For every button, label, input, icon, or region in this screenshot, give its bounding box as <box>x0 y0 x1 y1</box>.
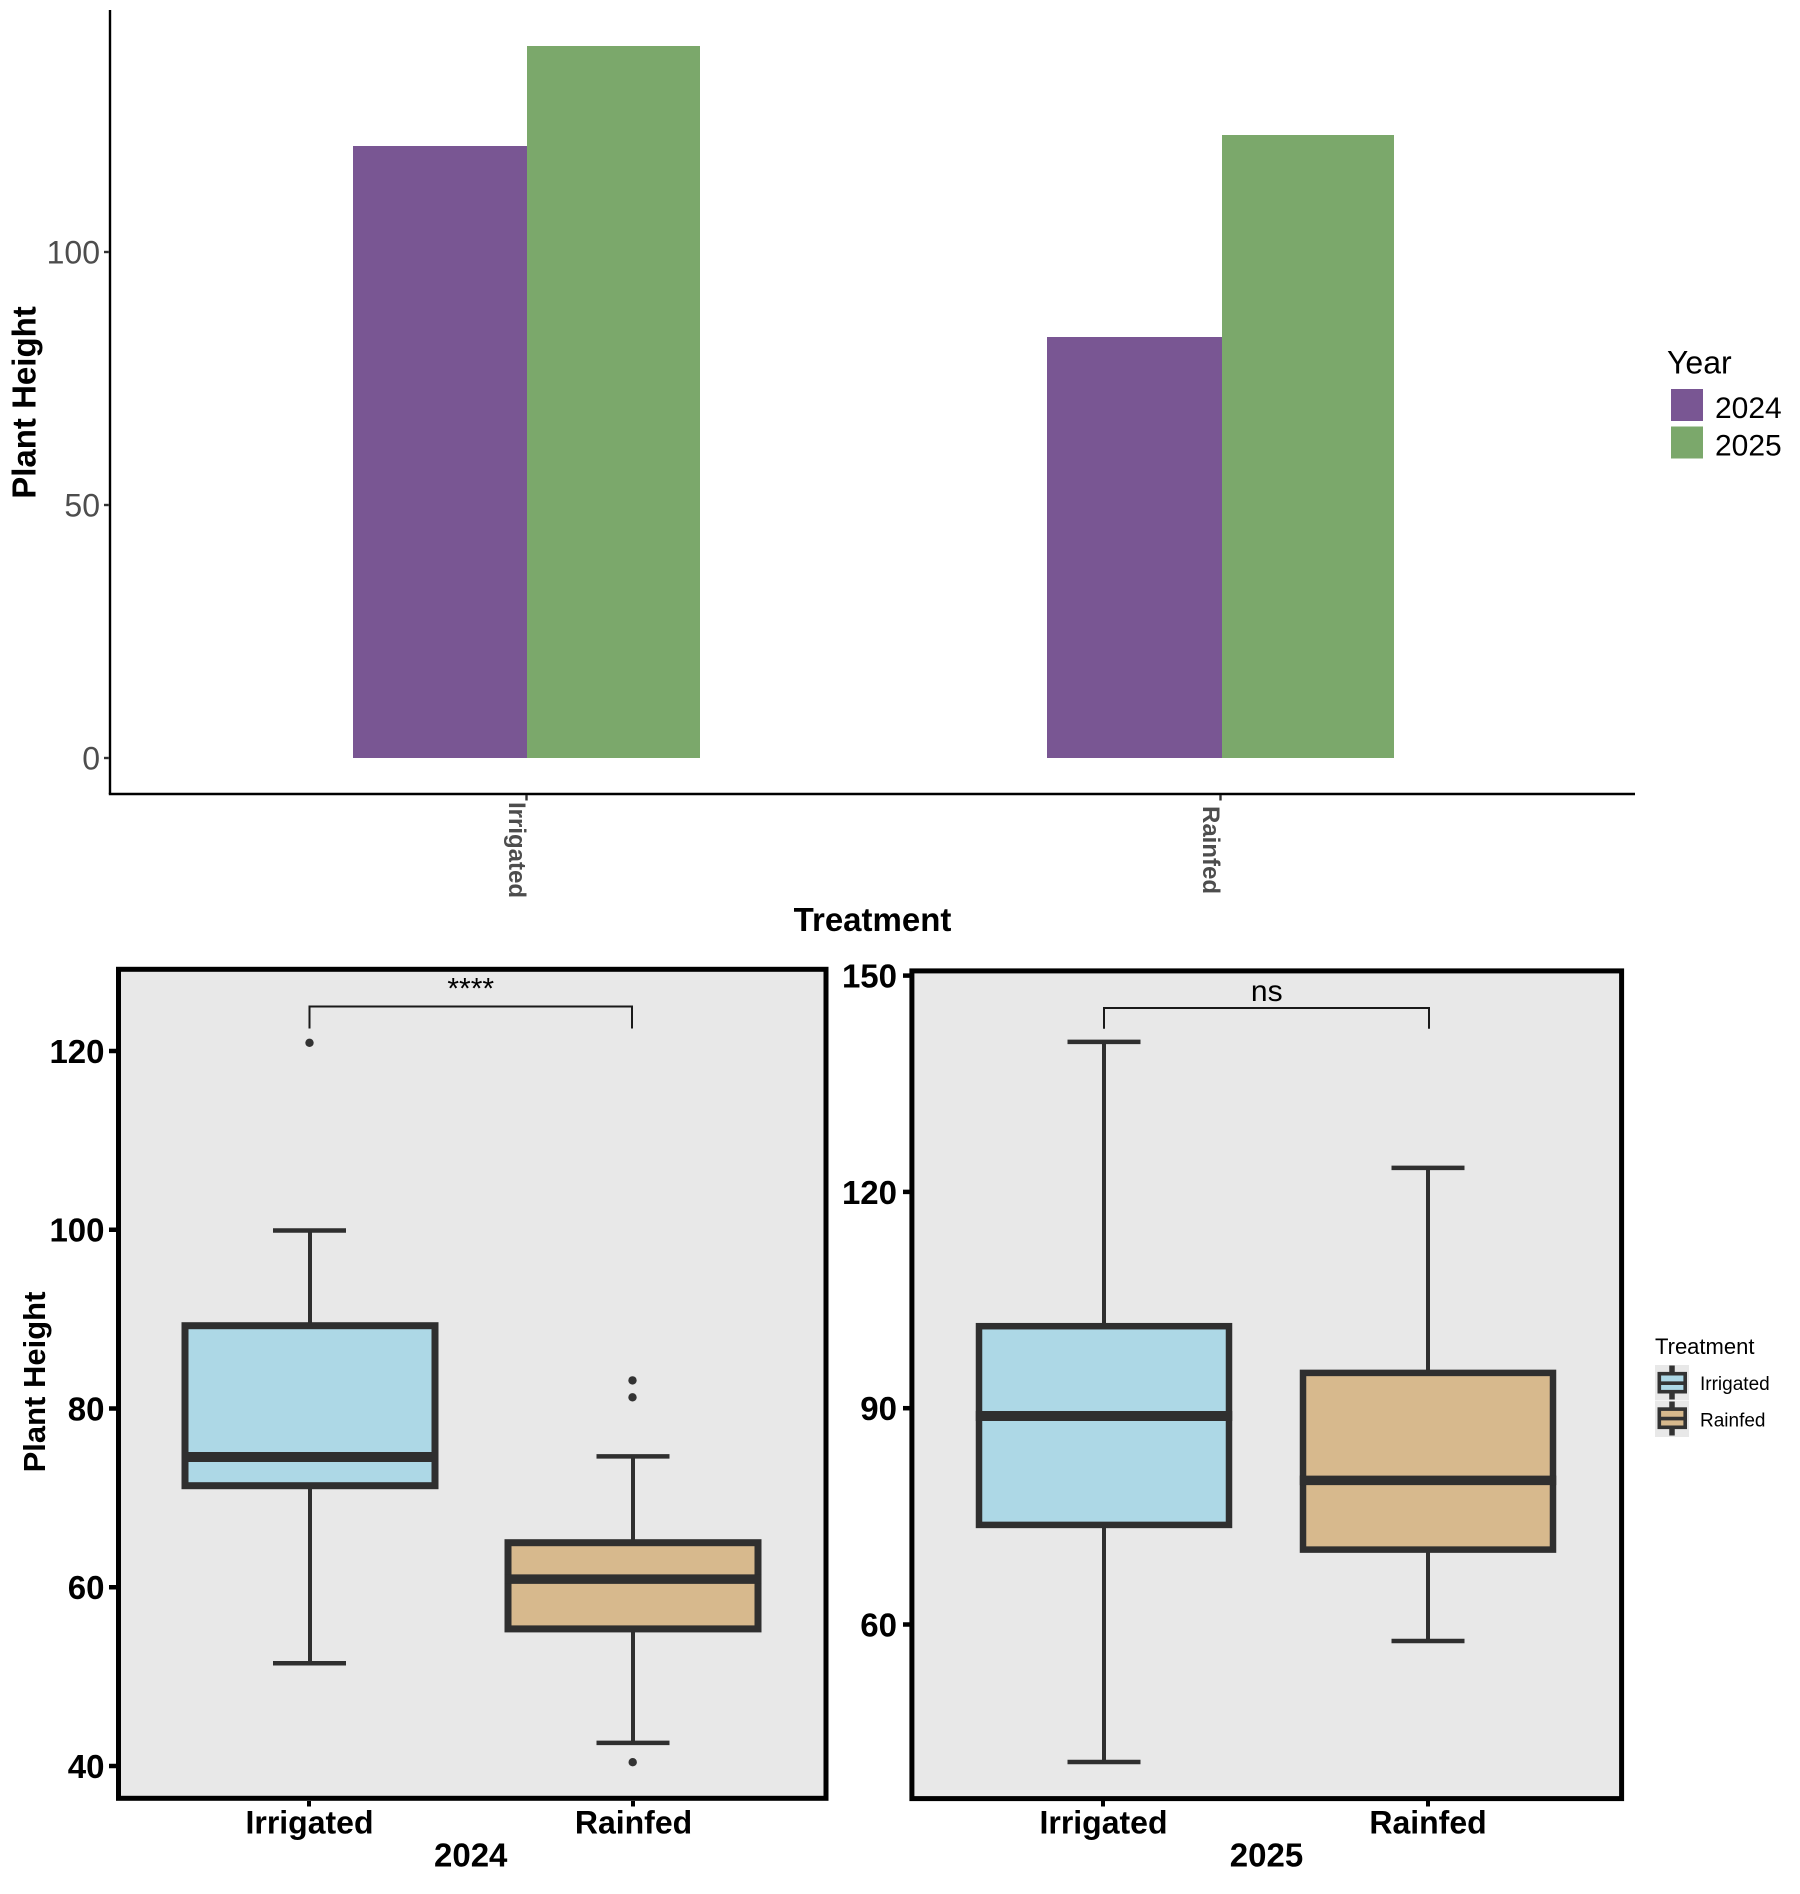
svg-text:60: 60 <box>68 1569 105 1606</box>
svg-text:150: 150 <box>842 958 897 995</box>
svg-text:****: **** <box>447 973 494 1006</box>
svg-text:ns: ns <box>1251 975 1283 1008</box>
svg-text:50: 50 <box>64 488 100 524</box>
svg-text:Irrigated: Irrigated <box>1700 1374 1770 1395</box>
svg-text:Year: Year <box>1667 345 1732 381</box>
svg-text:Plant Height: Plant Height <box>5 306 42 499</box>
svg-text:2025: 2025 <box>1230 1837 1303 1874</box>
svg-text:Irrigated: Irrigated <box>245 1805 373 1841</box>
svg-text:Irrigated: Irrigated <box>1039 1805 1167 1841</box>
svg-text:100: 100 <box>47 235 100 271</box>
svg-text:Rainfed: Rainfed <box>575 1805 692 1841</box>
svg-text:Treatment: Treatment <box>794 901 952 938</box>
svg-text:2024: 2024 <box>1715 392 1782 425</box>
svg-text:60: 60 <box>860 1606 897 1643</box>
svg-text:2025: 2025 <box>1715 430 1782 463</box>
svg-text:Rainfed: Rainfed <box>1197 806 1224 894</box>
svg-text:40: 40 <box>68 1748 105 1785</box>
svg-text:2024: 2024 <box>434 1837 508 1874</box>
svg-text:Rainfed: Rainfed <box>1369 1805 1486 1841</box>
svg-text:90: 90 <box>860 1390 897 1427</box>
svg-text:Rainfed: Rainfed <box>1700 1410 1766 1431</box>
svg-text:Irrigated: Irrigated <box>503 802 530 898</box>
svg-text:120: 120 <box>842 1174 897 1211</box>
svg-text:120: 120 <box>49 1033 104 1070</box>
svg-text:100: 100 <box>49 1212 104 1249</box>
svg-text:Treatment: Treatment <box>1655 1334 1754 1359</box>
svg-text:0: 0 <box>82 741 100 777</box>
svg-text:80: 80 <box>68 1390 105 1427</box>
svg-text:Plant Height: Plant Height <box>17 1292 52 1473</box>
